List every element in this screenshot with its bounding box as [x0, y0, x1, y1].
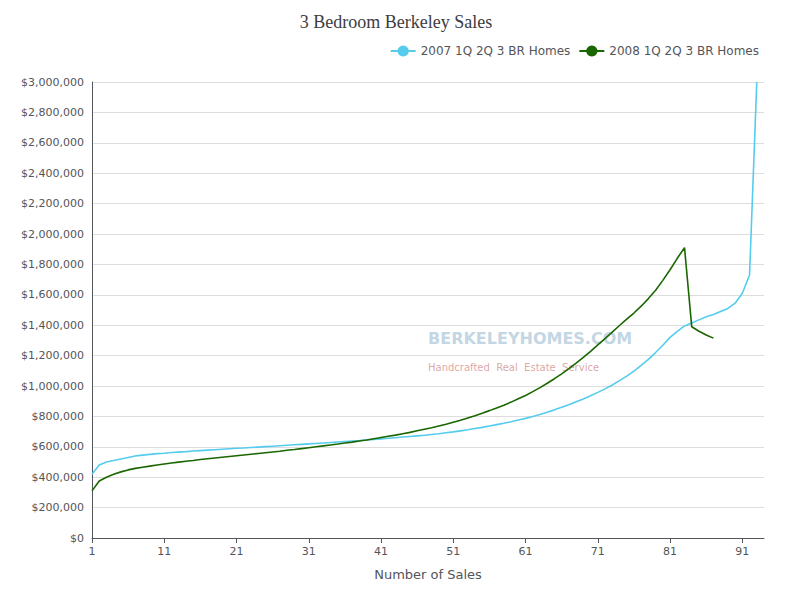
- svg-text:$1,000,000: $1,000,000: [21, 380, 84, 393]
- svg-text:81: 81: [663, 545, 677, 558]
- svg-text:91: 91: [735, 545, 749, 558]
- svg-text:BERKELEYHOMES.COM: BERKELEYHOMES.COM: [428, 329, 632, 348]
- svg-text:$3,000,000: $3,000,000: [21, 76, 84, 89]
- svg-text:$2,400,000: $2,400,000: [21, 167, 84, 180]
- svg-text:$2,200,000: $2,200,000: [21, 197, 84, 210]
- svg-text:1: 1: [89, 545, 96, 558]
- svg-text:61: 61: [519, 545, 533, 558]
- svg-text:$1,200,000: $1,200,000: [21, 349, 84, 362]
- svg-text:Handcrafted Real Estate Ser: Handcrafted Real Estate Service: [428, 362, 599, 373]
- svg-text:$2,600,000: $2,600,000: [21, 136, 84, 149]
- svg-text:Number of Sales: Number of Sales: [374, 567, 482, 582]
- svg-text:21: 21: [230, 545, 244, 558]
- svg-text:$800,000: $800,000: [32, 410, 85, 423]
- svg-text:$200,000: $200,000: [32, 501, 85, 514]
- svg-text:11: 11: [157, 545, 171, 558]
- svg-text:2008 1Q 2Q 3 BR Homes: 2008 1Q 2Q 3 BR Homes: [609, 44, 759, 58]
- svg-text:$0: $0: [70, 532, 84, 545]
- svg-text:$600,000: $600,000: [32, 440, 85, 453]
- svg-text:71: 71: [591, 545, 605, 558]
- svg-text:$400,000: $400,000: [32, 471, 85, 484]
- svg-text:51: 51: [446, 545, 460, 558]
- svg-text:$2,800,000: $2,800,000: [21, 106, 84, 119]
- svg-text:41: 41: [374, 545, 388, 558]
- svg-text:$1,400,000: $1,400,000: [21, 319, 84, 332]
- svg-text:$1,600,000: $1,600,000: [21, 288, 84, 301]
- svg-text:$1,800,000: $1,800,000: [21, 258, 84, 271]
- svg-text:$2,000,000: $2,000,000: [21, 228, 84, 241]
- svg-text:31: 31: [302, 545, 316, 558]
- svg-text:3 Bedroom Berkeley Sales: 3 Bedroom Berkeley Sales: [300, 12, 492, 32]
- svg-text:2007 1Q 2Q 3 BR Homes: 2007 1Q 2Q 3 BR Homes: [421, 44, 571, 58]
